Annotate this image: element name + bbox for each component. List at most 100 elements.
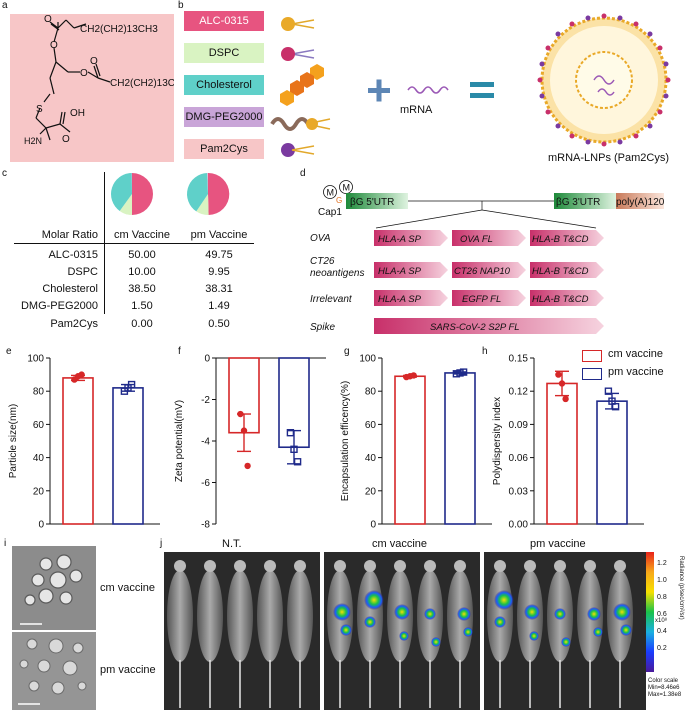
mouse-head <box>524 560 536 572</box>
group-label-cm: cm vaccine <box>372 538 428 550</box>
luminescence-signal <box>620 624 632 636</box>
mouse-body <box>167 570 193 662</box>
data-point-pm <box>459 368 468 376</box>
luminescence-signal <box>593 627 603 637</box>
part-label: HLA-A SP <box>378 234 422 245</box>
formula-top: CH2(CH2)13CH3 <box>80 24 158 35</box>
y-tick-label: 80 <box>33 387 45 398</box>
part-label: HLA-B T&CD <box>532 234 589 245</box>
construct-name-ova: OVA <box>310 233 331 244</box>
row-cm: 1.50 <box>131 300 153 312</box>
y-tick-label: 40 <box>365 453 377 464</box>
y-tick-label: 0.12 <box>509 387 529 398</box>
data-point-pm <box>293 458 302 466</box>
mouse-head <box>394 560 406 572</box>
atom-o2: O <box>50 40 58 51</box>
part-label: HLA-A SP <box>378 294 422 305</box>
y-tick-label: 80 <box>365 387 377 398</box>
y-tick-label: 0.00 <box>509 520 529 531</box>
cap-g-text: G <box>336 196 342 205</box>
y-axis-label: Encapsulation efficency(%) <box>340 381 351 501</box>
tem-image-cm <box>12 546 96 630</box>
colorbar <box>646 552 654 672</box>
y-axis-label: Particle size(nm) <box>8 404 19 478</box>
panel-label-i: i <box>4 538 7 549</box>
bar-cm <box>62 377 94 525</box>
panel-label-h: h <box>482 346 488 357</box>
data-point-pm <box>286 428 295 437</box>
bar-charts: 0 20 40 60 80 100 Particle size(nm) 0 -2 -4 -6 -8 Ze… <box>8 354 644 531</box>
panel-label-j: j <box>160 538 163 549</box>
construct-name-irrelevant: Irrelevant <box>310 294 353 305</box>
construct-name-ct26: CT26 <box>310 256 335 267</box>
bar-pm <box>112 387 144 525</box>
mouse-head <box>584 560 596 572</box>
legend: cm vaccine pm vaccine <box>582 348 682 386</box>
luminescence-signal <box>554 608 566 620</box>
legend-label-cm: cm vaccine <box>608 348 664 360</box>
luminescence-signal <box>457 607 471 621</box>
plus-sign <box>368 79 390 102</box>
row-name: Cholesterol <box>42 283 98 295</box>
mouse-head <box>264 560 276 572</box>
data-point-cm <box>410 372 417 379</box>
pie-pm-vaccine <box>187 172 230 216</box>
y-tick-label: 20 <box>365 486 377 497</box>
legend-swatch-cm <box>582 350 602 362</box>
data-point-cm <box>240 427 248 434</box>
panel-label-a: a <box>2 0 8 11</box>
row-name: ALC-0315 <box>48 249 98 261</box>
row-name: Pam2Cys <box>50 318 98 330</box>
utr3-box <box>554 193 616 209</box>
lipid-label: Cholesterol <box>196 79 252 91</box>
table-header-molar-ratio: Molar Ratio <box>41 229 98 241</box>
y-axis-label: Polydispersity index <box>492 397 503 485</box>
construct-ct26: HLA-A SP CT26 NAP10 HLA-B T&CD <box>374 262 604 278</box>
colorbar-exponent: x10⁸ <box>655 618 668 624</box>
luminescence-signal <box>424 608 436 620</box>
construct-irrelevant: HLA-A SP EGFP FL HLA-B T&CD <box>374 290 604 306</box>
y-tick-label: 40 <box>33 453 45 464</box>
color-scale-box: Color scale Min=8.46e6 Max=1.38e8 <box>648 678 681 699</box>
atom-o3: O <box>80 68 88 79</box>
y-tick-label: 0.15 <box>509 354 529 365</box>
group-label-nt: N.T. <box>222 538 242 550</box>
row-pm: 1.49 <box>208 300 230 312</box>
colorbar-tick: 0.2 <box>657 645 667 652</box>
pam2cys-structure: CH2(CH2)13CH3 CH2(CH2)13CH3 O O O O S H2… <box>24 14 188 146</box>
panel-label-b: b <box>178 0 184 11</box>
phospholipid-icon <box>281 47 315 61</box>
data-point-cm <box>237 410 244 418</box>
row-cm: 38.50 <box>128 283 156 295</box>
atom-nh2: H2N <box>24 136 42 146</box>
data-point-cm <box>562 395 569 403</box>
mouse-head <box>424 560 436 572</box>
luminescence-signal <box>364 590 384 610</box>
lipid-box-alc0315: ALC-0315 <box>184 11 264 31</box>
colorbar-tick: 1.0 <box>657 577 667 584</box>
luminescence-signal <box>463 627 473 637</box>
row-cm: 10.00 <box>128 266 156 278</box>
construct-spike: SARS-CoV-2 S2P FL <box>374 318 604 334</box>
luminescence-signal <box>340 624 352 636</box>
atom-s: S <box>36 104 43 115</box>
part-label: HLA-B T&CD <box>532 266 589 277</box>
mrna-icon <box>407 86 449 94</box>
tem-label-cm: cm vaccine <box>100 582 156 594</box>
y-tick-label: 60 <box>33 420 45 431</box>
panel-label-e: e <box>6 346 12 357</box>
luminescence-signal <box>494 590 514 610</box>
y-tick-label: 0 <box>370 520 376 531</box>
y-tick-label: -6 <box>201 478 210 489</box>
cholesterol-icon <box>280 64 324 106</box>
row-pm: 38.31 <box>205 283 233 295</box>
data-point-pm <box>604 387 613 395</box>
y-tick-label: 0.06 <box>509 453 529 464</box>
y-tick-label: 0.03 <box>509 486 529 497</box>
cap1-label: Cap1 <box>318 207 342 218</box>
y-tick-label: 60 <box>365 420 377 431</box>
data-point-cm <box>558 380 566 387</box>
row-pm: 9.95 <box>208 266 230 278</box>
legend-label-pm: pm vaccine <box>608 366 664 378</box>
color-scale-max: Max=1.38e8 <box>648 691 682 698</box>
